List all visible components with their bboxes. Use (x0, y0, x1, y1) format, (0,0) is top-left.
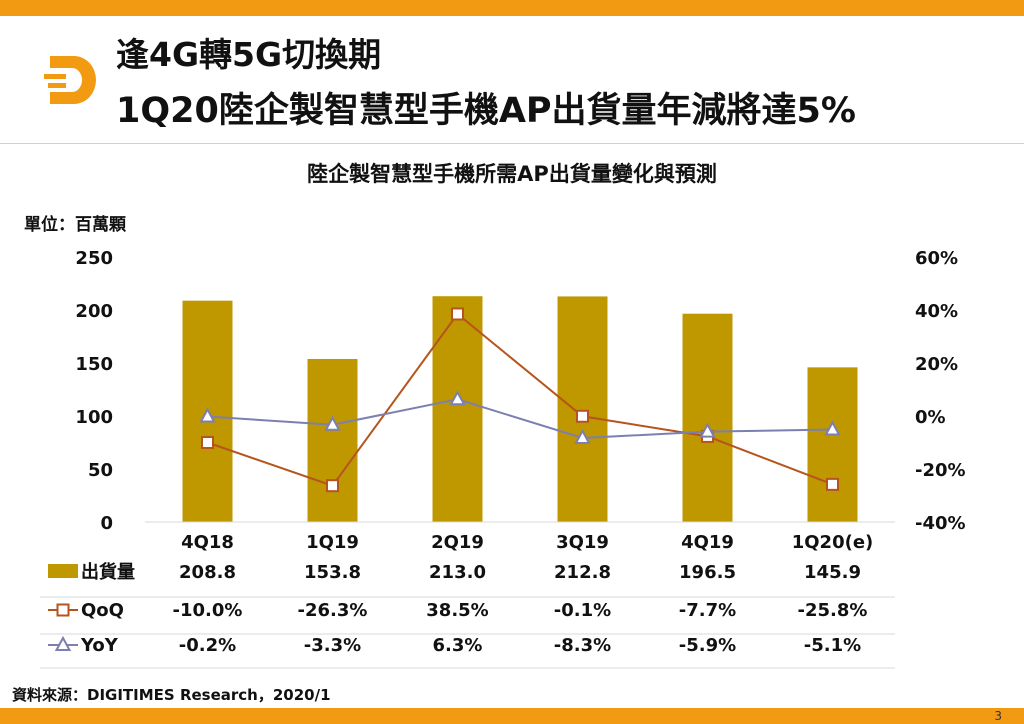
legend-key-yoy-marker (54, 635, 72, 651)
y-left-tick-label: 0 (100, 513, 113, 534)
data-label: 196.5 (679, 562, 736, 583)
source-note: 資料來源：DIGITIMES Research，2020/1 (12, 686, 331, 704)
yoy-point (324, 415, 341, 431)
legend-label: QoQ (81, 600, 124, 621)
data-label: 213.0 (429, 562, 486, 583)
y-right-tick-label: 20% (915, 354, 958, 375)
yoy-line (207, 398, 833, 440)
data-label: 208.8 (179, 562, 236, 583)
qoq-point (576, 409, 589, 423)
axis-layer: 0 50 100 150 200 250 -40% -20% 0% 20% 40% 60% 4Q18 1Q… (75, 248, 965, 553)
title-divider (0, 143, 1024, 144)
yoy-point (449, 390, 466, 406)
bar (682, 313, 733, 522)
bottom-accent-bar (0, 708, 1024, 724)
y-left-tick-label: 150 (75, 354, 113, 375)
bar (432, 296, 483, 522)
x-tick-label: 2Q19 (431, 532, 484, 553)
y-right-tick-label: 0% (915, 407, 946, 428)
data-label: -5.1% (804, 635, 861, 656)
data-label: 6.3% (433, 635, 483, 656)
x-tick-label: 4Q19 (681, 532, 734, 553)
data-label: -10.0% (173, 600, 243, 621)
yoy-point (824, 420, 841, 436)
qoq-point (201, 436, 214, 449)
data-label: 153.8 (304, 562, 361, 583)
legend-key-bar (48, 564, 78, 578)
data-label: 212.8 (554, 562, 611, 583)
y-right-tick-label: 40% (915, 301, 958, 322)
y-left-tick-label: 200 (75, 301, 113, 322)
digitimes-logo-icon (44, 56, 96, 104)
y-right-tick-label: -40% (915, 513, 966, 534)
qoq-point (326, 479, 339, 493)
data-label: 145.9 (804, 562, 861, 583)
yoy-point (574, 428, 591, 444)
yoy-point (699, 422, 716, 438)
data-label: -0.2% (179, 635, 236, 656)
data-label: -0.1% (554, 600, 611, 621)
page-title-line2: 1Q20陸企製智慧型手機AP出貨量年減將達5% (116, 91, 856, 131)
data-label: -8.3% (554, 635, 611, 656)
qoq-line (207, 312, 833, 487)
data-label: -7.7% (679, 600, 736, 621)
y-left-tick-label: 250 (75, 248, 113, 269)
page-title-line1: 逢4G轉5G切換期 (116, 35, 382, 74)
qoq-point (826, 477, 839, 491)
bar (807, 367, 858, 522)
data-table: 出貨量 208.8 153.8 213.0 212.8 196.5 145.9 QoQ -10.… (40, 561, 895, 669)
unit-label: 單位：百萬顆 (24, 215, 126, 235)
legend-label: YoY (80, 635, 119, 656)
data-label: -25.8% (798, 600, 868, 621)
chart-title: 陸企製智慧型手機所需AP出貨量變化與預測 (307, 162, 717, 186)
data-label: -26.3% (298, 600, 368, 621)
page-number: 3 (994, 709, 1002, 723)
yoy-point (199, 407, 216, 423)
x-tick-label: 1Q20(e) (792, 532, 874, 553)
y-left-tick-label: 100 (75, 407, 113, 428)
bar (307, 358, 358, 522)
x-tick-label: 4Q18 (181, 532, 234, 553)
data-label: -5.9% (679, 635, 736, 656)
x-tick-label: 1Q19 (306, 532, 359, 553)
qoq-point (451, 307, 464, 321)
data-label: -3.3% (304, 635, 361, 656)
y-right-tick-label: 60% (915, 248, 958, 269)
legend-label: 出貨量 (81, 561, 135, 583)
x-tick-label: 3Q19 (556, 532, 609, 553)
data-label: 38.5% (426, 600, 488, 621)
y-right-tick-label: -20% (915, 460, 966, 481)
y-left-tick-label: 50 (88, 460, 113, 481)
lines-layer (199, 307, 841, 493)
legend-key-qoq-marker (56, 603, 70, 617)
bar (557, 296, 608, 522)
bars-layer (182, 296, 858, 522)
top-accent-bar (0, 0, 1024, 16)
